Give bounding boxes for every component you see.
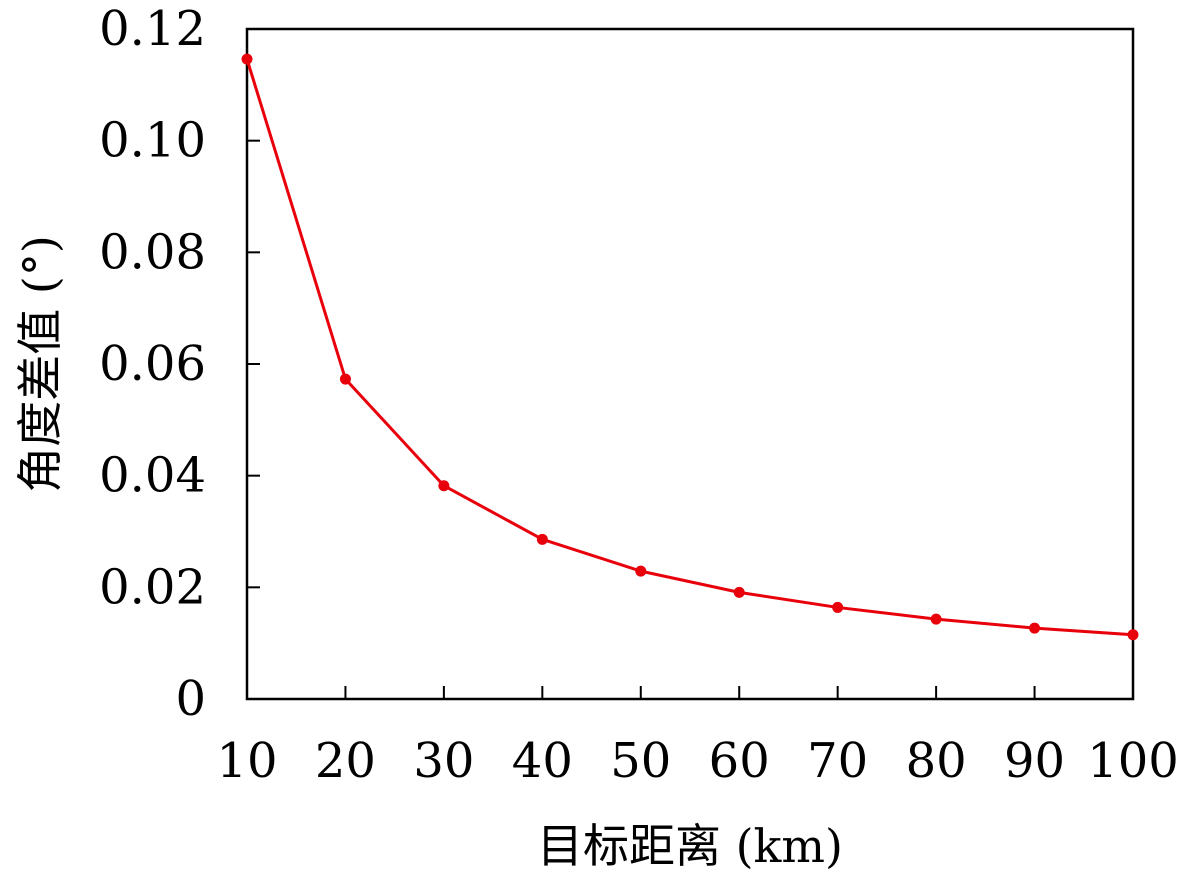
data-point [339, 373, 351, 385]
y-tick-label: 0.02 [99, 559, 206, 615]
data-point [241, 53, 253, 65]
y-axis-ticks: 0 0.02 0.04 0.06 0.08 0.10 0.12 [99, 1, 260, 727]
x-tick-label: 40 [512, 733, 573, 789]
y-tick-label: 0.12 [99, 1, 206, 57]
y-tick-label: 0.10 [99, 113, 206, 169]
x-tick-label: 80 [906, 733, 967, 789]
x-tick-label: 70 [807, 733, 868, 789]
plot-frame [245, 27, 1135, 701]
y-tick-label: 0.04 [99, 448, 206, 504]
y-axis-title: 角度差值 (°) [13, 235, 67, 493]
y-tick-label: 0.08 [99, 224, 206, 280]
x-tick-label: 90 [1004, 733, 1065, 789]
series-line [245, 58, 1134, 637]
x-axis-title: 目标距离 (km) [537, 819, 843, 873]
x-tick-label: 100 [1087, 733, 1179, 789]
data-point [832, 601, 844, 613]
x-tick-label: 30 [413, 733, 474, 789]
data-point [635, 565, 647, 577]
data-point [930, 613, 942, 625]
x-tick-label: 20 [315, 733, 376, 789]
x-axis-ticks: 10 20 30 40 50 60 70 80 90 100 [216, 686, 1179, 789]
x-tick-label: 10 [216, 733, 277, 789]
data-point [438, 480, 450, 492]
series-layer [241, 53, 1139, 641]
y-tick-label: 0 [175, 671, 206, 727]
data-point [1029, 622, 1041, 634]
data-point [733, 586, 745, 598]
y-tick-label: 0.06 [99, 336, 206, 392]
data-point [1127, 629, 1139, 641]
data-point [536, 533, 548, 545]
x-tick-label: 60 [709, 733, 770, 789]
x-tick-label: 50 [610, 733, 671, 789]
